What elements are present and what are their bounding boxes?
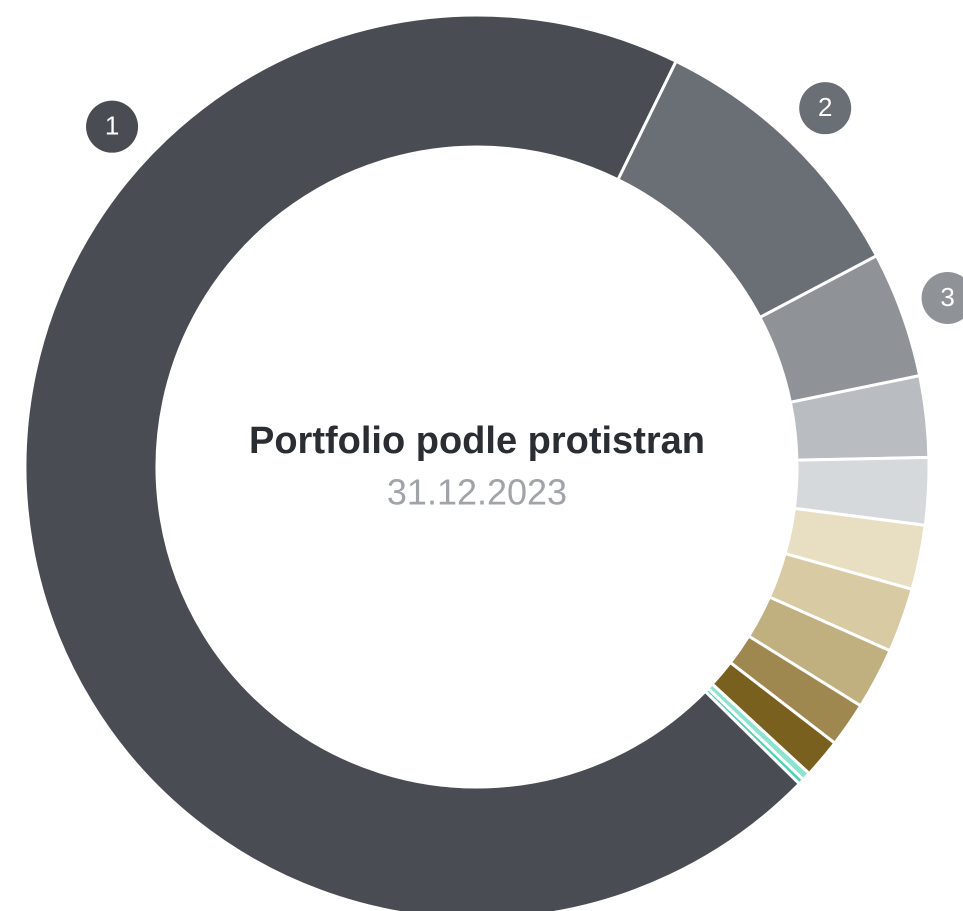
segment-label-badge [86, 100, 139, 153]
segment-label: 2 [818, 92, 832, 122]
segment-label: 3 [940, 282, 954, 312]
donut-segment [23, 13, 802, 911]
chart-subtitle: 31.12.2023 [387, 472, 567, 513]
segment-label: 1 [105, 111, 119, 141]
chart-title: Portfolio podle protistran [249, 420, 705, 462]
segment-label-badge [921, 271, 963, 324]
segment-label-badge [799, 82, 852, 135]
donut-segment [703, 686, 806, 786]
